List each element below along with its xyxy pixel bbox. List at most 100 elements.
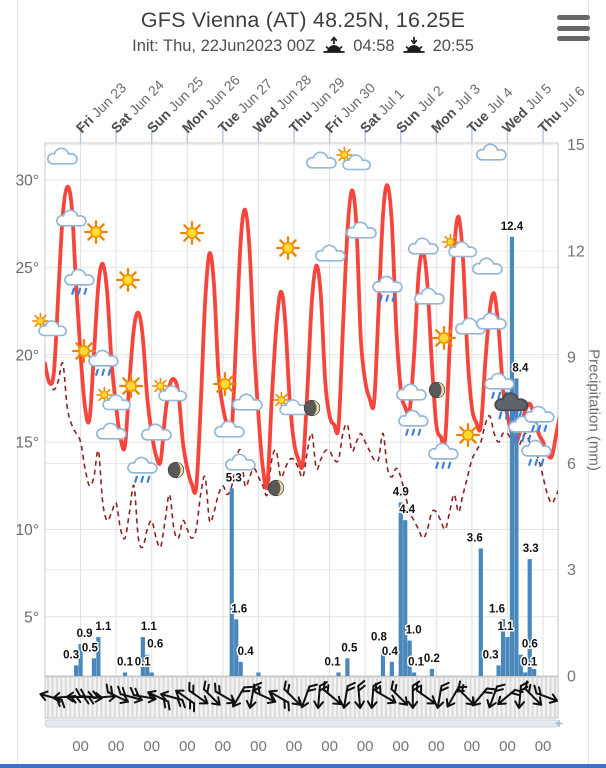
wind-barb (374, 682, 397, 705)
precip-bar (411, 672, 417, 676)
precip-tick-label: 9 (567, 350, 576, 367)
sun-icon (456, 423, 480, 447)
hour-label: 00 (72, 738, 89, 755)
card-right-border (588, 0, 589, 768)
precip-value-label: 0.3 (483, 649, 499, 661)
init-label: Init: Thu, 22Jun2023 00Z (132, 36, 316, 55)
wind-barb (533, 684, 559, 704)
hour-label: 00 (427, 738, 445, 755)
wind-barb (486, 683, 506, 709)
wind-barb (188, 681, 209, 705)
cloud-icon (305, 151, 337, 169)
dewpoint-curve (45, 362, 558, 549)
precip-bar (398, 502, 403, 676)
precip-bar (527, 559, 532, 676)
precip-value-label: 1.0 (406, 625, 422, 637)
wind-barb (231, 685, 253, 708)
cloud-icon (407, 237, 439, 255)
precip-value-label: 0.4 (238, 646, 255, 658)
temp-tick-label: 25° (16, 260, 39, 277)
rain-icon (429, 443, 458, 467)
precip-bar (403, 520, 408, 676)
precip-bar (96, 637, 101, 676)
wind-barb (497, 688, 524, 706)
wind-barb (407, 680, 421, 709)
precip-value-label: 1.1 (141, 621, 158, 633)
cloud-icon (314, 244, 346, 262)
wind-barb (313, 681, 328, 709)
precip-value-label: 4.9 (393, 486, 409, 498)
time-scrollbar[interactable] (44, 719, 559, 728)
wind-barb (202, 680, 221, 706)
sun-icon (180, 221, 204, 245)
cloud-icon (471, 257, 503, 275)
sunrise-icon (322, 36, 346, 56)
hour-label: 00 (143, 738, 161, 755)
precip-bar (122, 672, 128, 676)
precip-bar (509, 236, 515, 677)
wind-barb (298, 683, 319, 709)
wind-barb (75, 688, 104, 703)
plot-border (44, 142, 559, 677)
precip-bar (91, 658, 97, 676)
wind-barb (514, 681, 529, 709)
precip-value-label: 0.1 (408, 656, 425, 668)
precip-value-label: 0.2 (424, 653, 440, 665)
precip-value-label: 8.4 (512, 362, 529, 374)
hamburger-menu-icon[interactable] (557, 15, 590, 41)
wind-barb (253, 683, 277, 705)
precip-value-label: 3.3 (523, 543, 539, 555)
precip-value-label: 0.5 (82, 642, 99, 654)
hour-label: 00 (285, 738, 303, 755)
precip-value-label: 0.9 (77, 628, 93, 640)
wind-barb (52, 692, 82, 704)
cloud-icon (475, 312, 507, 330)
hour-label: 00 (392, 738, 410, 755)
wind-barb (390, 680, 409, 706)
wind-barb (65, 691, 95, 705)
precip-tick-label: 6 (567, 456, 576, 473)
moon-icon (167, 461, 185, 479)
rain-icon (65, 269, 94, 293)
temp-tick-label: 20° (16, 347, 39, 364)
moon-icon (303, 399, 321, 417)
hour-label: 00 (250, 738, 267, 755)
cloud-icon (475, 143, 507, 161)
precip-value-label: 0.1 (135, 656, 152, 668)
card-left-border (17, 0, 18, 768)
precip-tick-label: 0 (567, 669, 576, 686)
suncloud-icon (443, 234, 476, 256)
precip-bar (229, 488, 234, 676)
wind-barb (366, 681, 382, 709)
temp-tick-label: 15° (16, 435, 39, 452)
precip-bar (532, 668, 537, 676)
precip-bar (238, 661, 243, 676)
wind-barb (433, 681, 450, 709)
wind-barb (524, 680, 543, 706)
precip-bar (505, 637, 510, 676)
wind-barb (268, 689, 290, 712)
rain-icon (128, 457, 157, 481)
precip-value-label: 12.4 (501, 221, 524, 233)
wind-barb (339, 681, 356, 709)
temperature-curve (45, 183, 558, 495)
precip-bar (145, 654, 150, 676)
temp-tick-label: 30° (16, 173, 39, 190)
precip-bar (514, 378, 519, 676)
hour-label: 00 (107, 738, 125, 755)
sun-icon (432, 326, 456, 350)
wind-barb (105, 683, 129, 705)
wind-barb (354, 679, 366, 709)
rain-icon (522, 440, 551, 464)
precip-value-label: 1.1 (497, 621, 514, 633)
temp-tick-label: 5° (24, 609, 39, 626)
precip-bar (478, 548, 483, 676)
precip-value-label: 0.8 (371, 632, 388, 644)
suncloud-icon (33, 313, 66, 335)
sun-icon (276, 236, 300, 260)
precip-value-label: 0.1 (117, 656, 134, 668)
hour-label: 00 (214, 738, 232, 755)
hour-label: 00 (178, 738, 196, 755)
wind-barb (129, 686, 157, 704)
